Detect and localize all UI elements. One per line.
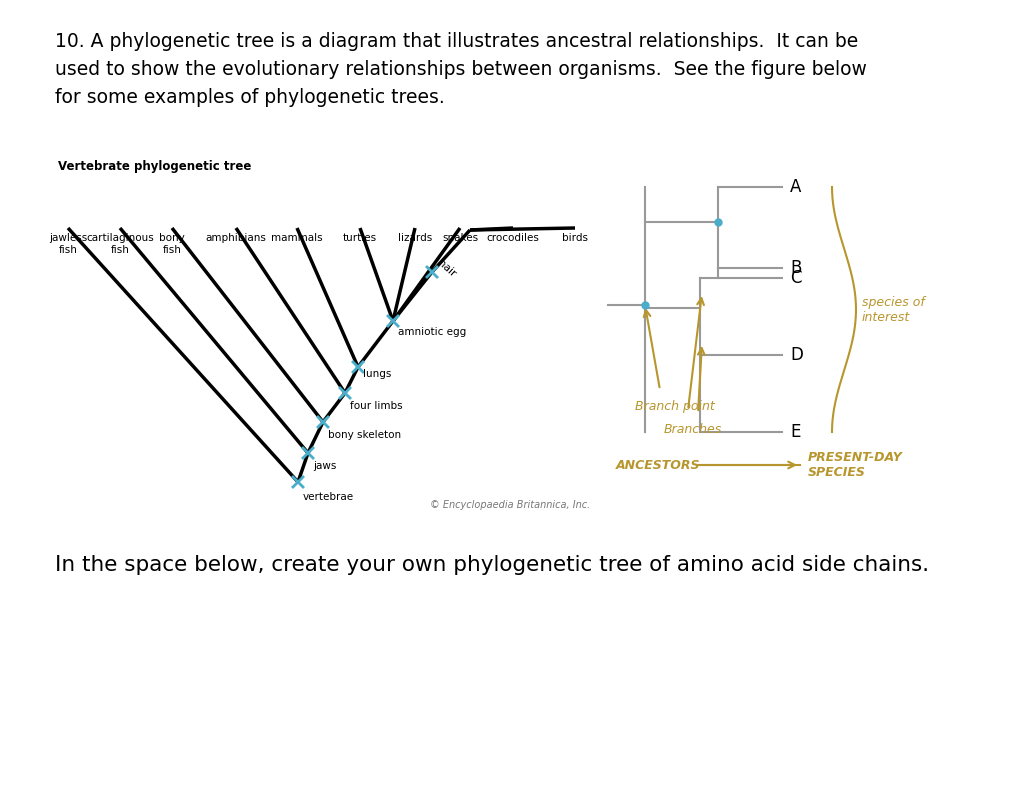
Text: Vertebrate phylogenetic tree: Vertebrate phylogenetic tree — [58, 160, 251, 173]
Text: C: C — [790, 269, 802, 287]
Text: In the space below, create your own phylogenetic tree of amino acid side chains.: In the space below, create your own phyl… — [55, 555, 929, 575]
Text: D: D — [790, 346, 803, 364]
Text: birds: birds — [562, 233, 588, 243]
Text: © Encyclopaedia Britannica, Inc.: © Encyclopaedia Britannica, Inc. — [430, 500, 590, 510]
Text: species of
interest: species of interest — [862, 295, 925, 324]
Text: lizards: lizards — [398, 233, 432, 243]
Text: bony
fish: bony fish — [159, 233, 185, 254]
Text: amniotic egg: amniotic egg — [398, 327, 466, 337]
Text: vertebrae: vertebrae — [303, 492, 354, 502]
Text: B: B — [790, 259, 802, 277]
Text: mammals: mammals — [271, 233, 323, 243]
Text: PRESENT-DAY
SPECIES: PRESENT-DAY SPECIES — [808, 451, 903, 479]
Text: turtles: turtles — [343, 233, 377, 243]
Text: A: A — [790, 178, 802, 196]
Text: snakes: snakes — [442, 233, 478, 243]
Text: bony skeleton: bony skeleton — [328, 430, 401, 440]
Text: jaws: jaws — [313, 461, 336, 471]
Text: amphibians: amphibians — [206, 233, 266, 243]
Text: cartilaginous
fish: cartilaginous fish — [86, 233, 154, 254]
Text: crocodiles: crocodiles — [486, 233, 540, 243]
Text: lungs: lungs — [362, 369, 391, 379]
Text: ANCESTORS: ANCESTORS — [615, 459, 700, 472]
Text: 10. A phylogenetic tree is a diagram that illustrates ancestral relationships.  : 10. A phylogenetic tree is a diagram tha… — [55, 32, 867, 107]
Text: hair: hair — [436, 258, 458, 279]
Text: Branches: Branches — [664, 423, 722, 436]
Text: jawless
fish: jawless fish — [49, 233, 87, 254]
Text: four limbs: four limbs — [350, 401, 402, 411]
Text: Branch point: Branch point — [635, 400, 715, 413]
Text: E: E — [790, 423, 801, 441]
